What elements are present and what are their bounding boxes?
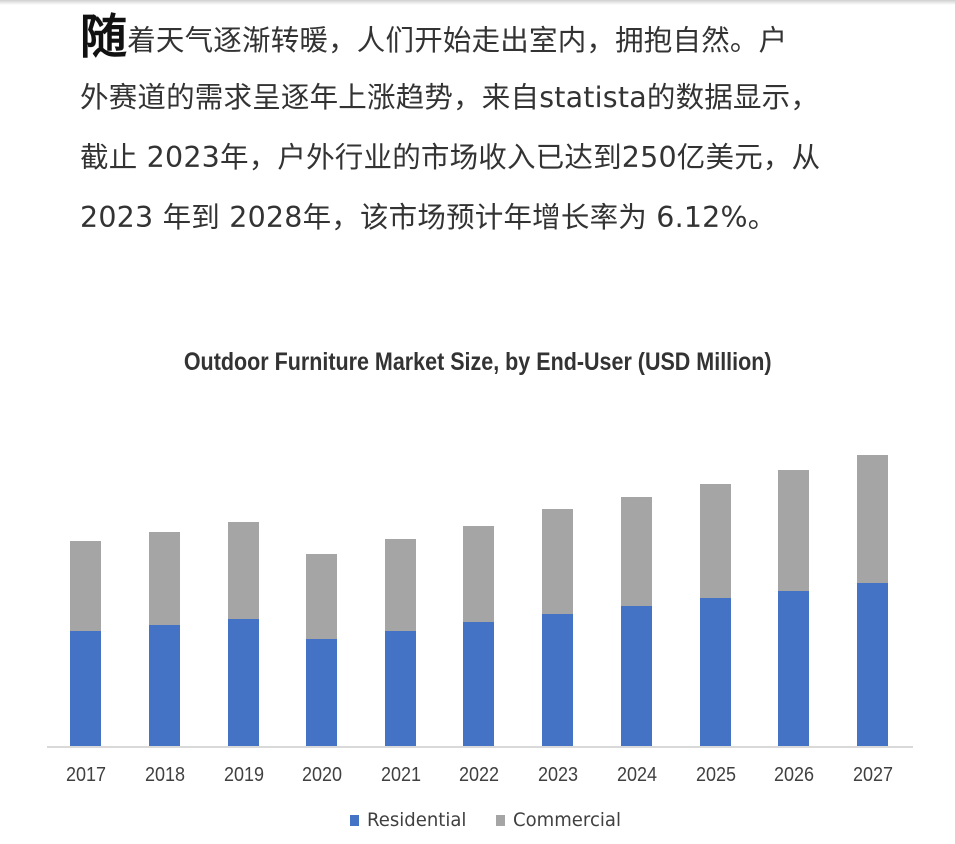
bar-segment-commercial xyxy=(542,509,573,614)
x-tick-label: 2022 xyxy=(458,764,499,786)
x-axis-line xyxy=(47,746,913,748)
bar-2017 xyxy=(70,541,101,746)
legend-label: Residential xyxy=(367,809,467,831)
bar-segment-commercial xyxy=(70,541,101,631)
bar-segment-residential xyxy=(385,631,416,746)
bar-2020 xyxy=(306,554,337,746)
x-tick-label: 2027 xyxy=(852,764,893,786)
paragraph-line-1: 随着天气逐渐转暖，人们开始走出室内，拥抱自然。户 xyxy=(80,12,880,69)
bar-segment-commercial xyxy=(228,522,259,619)
bar-segment-residential xyxy=(857,583,888,746)
bar-segment-commercial xyxy=(149,532,180,625)
bar-2023 xyxy=(542,509,573,746)
bar-segment-commercial xyxy=(385,539,416,631)
x-tick-label: 2025 xyxy=(695,764,736,786)
x-tick-label: 2020 xyxy=(301,764,342,786)
x-tick-label: 2021 xyxy=(380,764,421,786)
bar-segment-commercial xyxy=(700,484,731,598)
bar-segment-commercial xyxy=(778,470,809,591)
x-tick-label: 2023 xyxy=(537,764,578,786)
chart-title: Outdoor Furniture Market Size, by End-Us… xyxy=(0,348,955,377)
top-edge-shadow xyxy=(0,0,955,5)
bar-segment-commercial xyxy=(857,455,888,583)
bar-2024 xyxy=(621,497,652,746)
article-paragraph: 随着天气逐渐转暖，人们开始走出室内，拥抱自然。户 外赛道的需求呈逐年上涨趋势，来… xyxy=(80,12,880,249)
bar-segment-residential xyxy=(149,625,180,746)
x-tick-label: 2017 xyxy=(65,764,106,786)
paragraph-line-1-text: 着天气逐渐转暖，人们开始走出室内，拥抱自然。户 xyxy=(127,24,788,57)
bar-2019 xyxy=(228,522,259,746)
legend-swatch-icon xyxy=(350,814,359,826)
paragraph-line-3: 截止 2023年，户外行业的市场收入已达到250亿美元，从 xyxy=(80,141,821,174)
x-tick-label: 2019 xyxy=(223,764,264,786)
bar-segment-residential xyxy=(778,591,809,746)
bar-2021 xyxy=(385,539,416,746)
bar-segment-residential xyxy=(542,614,573,746)
bar-segment-residential xyxy=(70,631,101,746)
x-tick-label: 2024 xyxy=(616,764,657,786)
bar-segment-commercial xyxy=(621,497,652,606)
paragraph-line-4: 2023 年到 2028年，该市场预计年增长率为 6.12%。 xyxy=(80,201,777,234)
chart-legend: Residential Commercial xyxy=(350,808,650,832)
bar-2027 xyxy=(857,455,888,746)
paragraph-line-2: 外赛道的需求呈逐年上涨趋势，来自statista的数据显示， xyxy=(80,81,820,114)
x-tick-label: 2026 xyxy=(773,764,814,786)
bar-2018 xyxy=(149,532,180,746)
legend-label: Commercial xyxy=(512,809,621,831)
drop-cap: 随 xyxy=(80,10,128,65)
legend-item-commercial: Commercial xyxy=(495,809,627,831)
bar-2025 xyxy=(700,484,731,746)
legend-swatch-icon xyxy=(495,814,505,826)
bar-segment-residential xyxy=(228,619,259,746)
bar-segment-commercial xyxy=(463,526,494,622)
bar-2022 xyxy=(463,526,494,746)
chart-title-text: Outdoor Furniture Market Size, by End-Us… xyxy=(183,348,772,376)
x-tick-label: 2018 xyxy=(144,764,185,786)
bar-segment-residential xyxy=(306,639,337,746)
bar-segment-residential xyxy=(700,598,731,746)
bar-segment-residential xyxy=(621,606,652,746)
bar-segment-residential xyxy=(463,622,494,746)
bar-2026 xyxy=(778,470,809,746)
bar-segment-commercial xyxy=(306,554,337,639)
legend-item-residential: Residential xyxy=(350,809,472,831)
